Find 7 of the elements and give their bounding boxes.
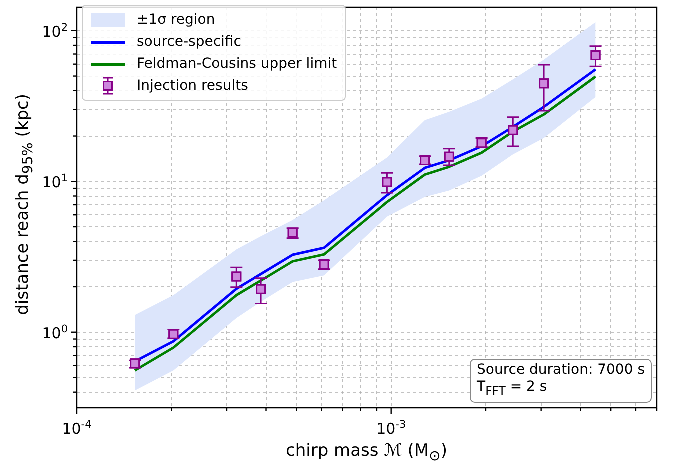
legend-label: Feldman-Cousins upper limit bbox=[137, 56, 338, 72]
annotation: Source duration: 7000 s bbox=[477, 362, 645, 378]
annotation: T$_{FFT}$ = 2 s bbox=[477, 379, 548, 398]
legend-label: Injection results bbox=[137, 78, 248, 94]
legend-label: source-specific bbox=[137, 34, 242, 50]
x-axis-title: chirp mass ℳ (M$_{⊙}$) bbox=[286, 441, 448, 464]
legend-label: ±1σ region bbox=[137, 12, 216, 28]
